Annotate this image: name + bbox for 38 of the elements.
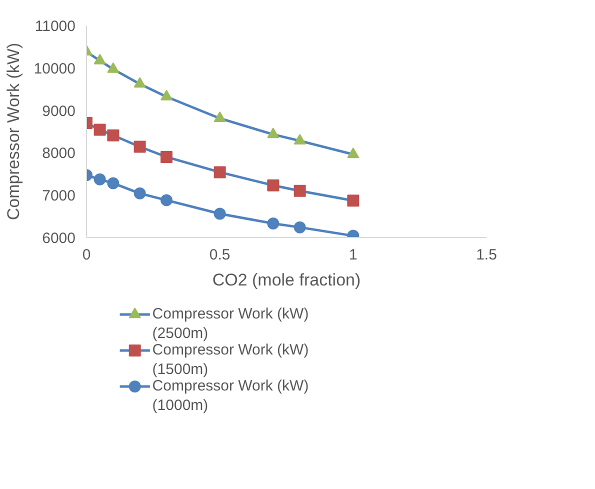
point — [134, 187, 146, 200]
point — [347, 194, 360, 207]
point — [107, 129, 120, 142]
y-tick-label: 8000 — [42, 145, 76, 162]
y-tick-label: 7000 — [42, 188, 76, 205]
point — [134, 140, 146, 153]
x-tick-label: 0.5 — [209, 246, 230, 264]
x-tick-label: 1 — [348, 246, 358, 264]
point — [294, 221, 306, 234]
x-tick-label: 1.5 — [476, 246, 497, 264]
point — [294, 184, 306, 197]
y-tick-label: 11000 — [34, 18, 76, 35]
y-tick-label: 10000 — [34, 60, 76, 78]
x-axis-title: CO2 (mole fraction) — [212, 270, 361, 290]
legend-label: Compressor Work (kW) (1000m) — [152, 378, 309, 414]
point — [160, 194, 172, 206]
point — [214, 208, 226, 220]
legend-label: Compressor Work (kW) (2500m) — [152, 306, 309, 342]
point — [267, 179, 280, 192]
point — [107, 62, 120, 73]
point — [267, 128, 280, 138]
point — [214, 166, 226, 178]
point — [160, 90, 172, 100]
y-axis-title: Compressor Work (kW) — [4, 42, 23, 220]
y-tick-label: 6000 — [42, 230, 76, 247]
point — [347, 148, 360, 158]
point — [214, 112, 226, 122]
point — [94, 124, 106, 136]
point — [94, 173, 106, 186]
point — [160, 150, 172, 163]
point — [267, 218, 280, 230]
point — [294, 134, 306, 145]
legend-label: Compressor Work (kW) (1500m) — [152, 342, 309, 378]
x-tick-label: 0 — [82, 246, 91, 264]
point — [107, 177, 120, 190]
point — [94, 54, 106, 64]
y-tick-label: 9000 — [42, 102, 76, 120]
point — [134, 77, 146, 88]
